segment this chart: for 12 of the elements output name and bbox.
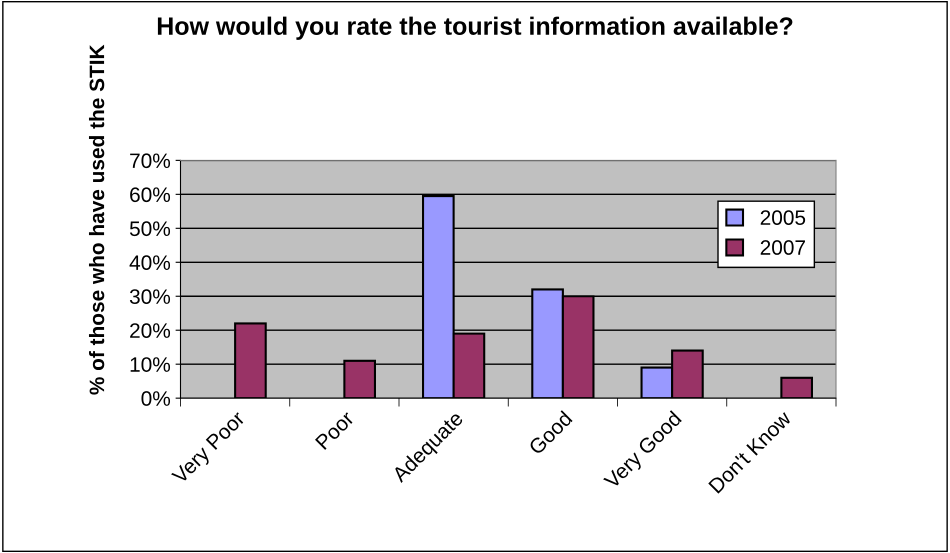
y-tick-label: 0% xyxy=(141,391,170,406)
y-tick-label: 10% xyxy=(130,357,170,372)
y-tick-label: 30% xyxy=(130,289,170,304)
legend-label: 2005 xyxy=(760,210,806,225)
y-tick-label: 60% xyxy=(130,187,170,202)
y-tick-label: 50% xyxy=(130,221,170,236)
y-axis-title: % of those who have used the STIK xyxy=(88,44,104,395)
y-tick-label: 20% xyxy=(130,323,170,338)
y-tick-label: 70% xyxy=(130,153,170,168)
chart-title: How would you rate the tourist information available? xyxy=(158,16,792,40)
legend-label: 2007 xyxy=(760,240,805,255)
y-tick-label: 40% xyxy=(130,255,170,270)
